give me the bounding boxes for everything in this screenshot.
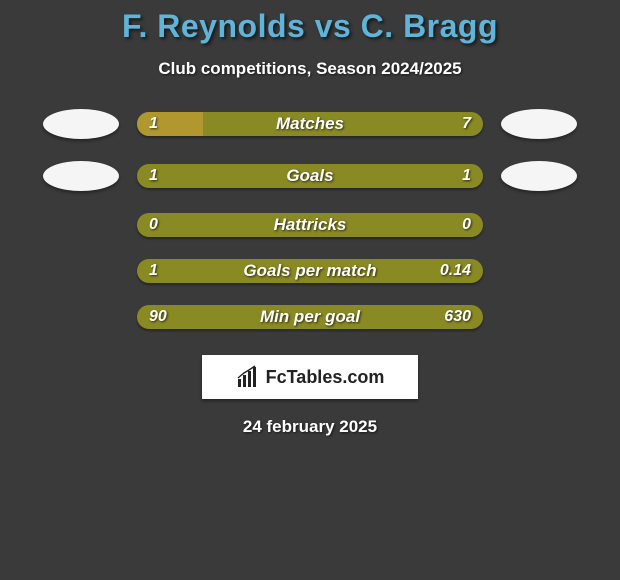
date-text: 24 february 2025 (0, 417, 620, 437)
stat-row: 1 0.14 Goals per match (0, 259, 620, 283)
stat-bar: 0 0 Hattricks (137, 213, 483, 237)
page-title: F. Reynolds vs C. Bragg (0, 8, 620, 45)
stat-value-left: 0 (149, 216, 158, 234)
comparison-widget: F. Reynolds vs C. Bragg Club competition… (0, 0, 620, 437)
logo-text: FcTables.com (266, 367, 385, 388)
stat-row: 0 0 Hattricks (0, 213, 620, 237)
stat-row: 1 7 Matches (0, 109, 620, 139)
stat-value-left: 1 (149, 167, 158, 185)
stat-label: Matches (276, 114, 344, 134)
stat-value-right: 1 (462, 167, 471, 185)
stat-bar: 1 7 Matches (137, 112, 483, 136)
stat-value-right: 0 (462, 216, 471, 234)
team-badge-left (43, 109, 119, 139)
stat-value-right: 0.14 (440, 262, 471, 280)
stat-row: 90 630 Min per goal (0, 305, 620, 329)
stat-label: Min per goal (260, 307, 360, 327)
stat-label: Goals (286, 166, 333, 186)
stat-bar: 1 1 Goals (137, 164, 483, 188)
stat-bar: 1 0.14 Goals per match (137, 259, 483, 283)
stat-label: Goals per match (243, 261, 376, 281)
stat-bar: 90 630 Min per goal (137, 305, 483, 329)
stat-row: 1 1 Goals (0, 161, 620, 191)
stats-rows: 1 7 Matches 1 1 Goals 0 0 Hattricks 1 0.14 Goals pe… (0, 109, 620, 329)
team-badge-left (43, 161, 119, 191)
subtitle: Club competitions, Season 2024/2025 (0, 59, 620, 79)
stat-label: Hattricks (274, 215, 347, 235)
chart-icon (236, 365, 260, 389)
team-badge-right (501, 109, 577, 139)
stat-value-left: 1 (149, 262, 158, 280)
stat-value-right: 7 (462, 115, 471, 133)
bar-fill-left (137, 112, 203, 136)
stat-value-left: 1 (149, 115, 158, 133)
logo-box[interactable]: FcTables.com (202, 355, 418, 399)
stat-value-left: 90 (149, 308, 167, 326)
stat-value-right: 630 (444, 308, 471, 326)
team-badge-right (501, 161, 577, 191)
